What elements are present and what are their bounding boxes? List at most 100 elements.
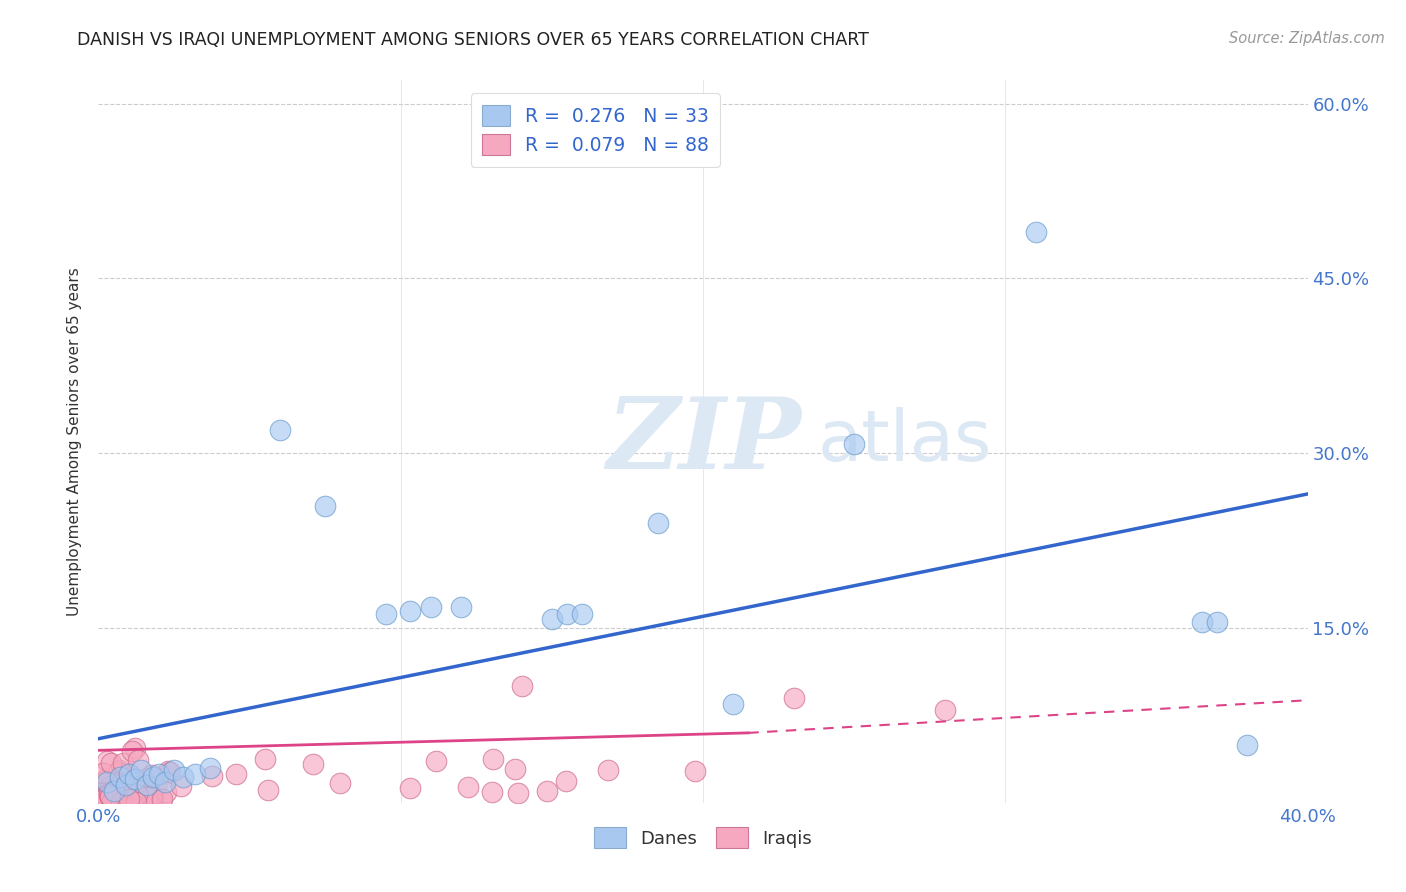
Point bbox=[114, 778, 136, 792]
Point bbox=[135, 778, 157, 792]
Point bbox=[101, 785, 124, 799]
Point bbox=[98, 787, 121, 801]
Point bbox=[141, 794, 163, 808]
Point bbox=[314, 499, 336, 513]
Point bbox=[329, 776, 352, 790]
Text: DANISH VS IRAQI UNEMPLOYMENT AMONG SENIORS OVER 65 YEARS CORRELATION CHART: DANISH VS IRAQI UNEMPLOYMENT AMONG SENIO… bbox=[77, 31, 869, 49]
Point bbox=[114, 779, 136, 793]
Point bbox=[125, 775, 148, 789]
Point bbox=[506, 786, 529, 800]
Text: Source: ZipAtlas.com: Source: ZipAtlas.com bbox=[1229, 31, 1385, 46]
Point bbox=[150, 792, 173, 806]
Point bbox=[110, 785, 132, 799]
Point bbox=[302, 756, 325, 771]
Point bbox=[96, 789, 118, 803]
Point bbox=[108, 776, 131, 790]
Point bbox=[120, 794, 142, 808]
Point bbox=[93, 775, 115, 789]
Point bbox=[104, 792, 127, 806]
Point bbox=[101, 794, 124, 808]
Point bbox=[934, 702, 956, 716]
Point bbox=[131, 789, 153, 803]
Point bbox=[124, 740, 146, 755]
Point bbox=[114, 796, 136, 810]
Point bbox=[1206, 615, 1229, 630]
Point bbox=[225, 767, 247, 781]
Point bbox=[457, 780, 479, 794]
Point bbox=[96, 754, 118, 768]
Legend: Danes, Iraqis: Danes, Iraqis bbox=[586, 820, 820, 855]
Point bbox=[125, 787, 148, 801]
Point bbox=[103, 784, 125, 798]
Point bbox=[117, 780, 139, 795]
Point bbox=[374, 607, 396, 621]
Point bbox=[555, 607, 578, 621]
Point bbox=[254, 752, 277, 766]
Point bbox=[398, 603, 420, 617]
Point bbox=[1024, 225, 1046, 239]
Point bbox=[783, 690, 806, 705]
Point bbox=[150, 795, 173, 809]
Point bbox=[107, 764, 129, 779]
Point bbox=[647, 516, 669, 530]
Point bbox=[111, 786, 134, 800]
Point bbox=[159, 765, 181, 780]
Point bbox=[135, 789, 157, 804]
Point bbox=[118, 766, 141, 780]
Point bbox=[98, 790, 121, 805]
Point bbox=[108, 763, 131, 777]
Text: ZIP: ZIP bbox=[606, 393, 801, 490]
Point bbox=[115, 767, 138, 781]
Point bbox=[536, 784, 558, 798]
Point bbox=[127, 753, 149, 767]
Point bbox=[571, 607, 593, 621]
Point bbox=[481, 752, 503, 766]
Point bbox=[683, 764, 706, 778]
Point bbox=[98, 779, 121, 793]
Point bbox=[90, 791, 112, 805]
Point bbox=[481, 785, 503, 799]
Point bbox=[104, 794, 127, 808]
Point bbox=[110, 795, 132, 809]
Point bbox=[142, 792, 165, 806]
Point bbox=[104, 782, 127, 797]
Point bbox=[256, 782, 278, 797]
Point bbox=[1236, 738, 1258, 752]
Point bbox=[172, 770, 194, 784]
Point bbox=[156, 764, 179, 778]
Point bbox=[503, 762, 526, 776]
Point bbox=[145, 779, 167, 793]
Point bbox=[1191, 615, 1213, 630]
Point bbox=[420, 600, 443, 615]
Point bbox=[425, 754, 447, 768]
Point bbox=[155, 785, 177, 799]
Point bbox=[96, 774, 118, 789]
Point bbox=[598, 763, 620, 777]
Point bbox=[94, 788, 117, 802]
Y-axis label: Unemployment Among Seniors over 65 years: Unemployment Among Seniors over 65 years bbox=[67, 268, 83, 615]
Point bbox=[555, 774, 578, 789]
Point bbox=[111, 756, 134, 770]
Text: atlas: atlas bbox=[818, 407, 993, 476]
Point bbox=[184, 766, 207, 780]
Point bbox=[94, 790, 117, 805]
Point bbox=[169, 780, 191, 794]
Point bbox=[129, 779, 152, 793]
Point bbox=[510, 679, 533, 693]
Point bbox=[540, 612, 562, 626]
Point bbox=[153, 774, 176, 789]
Point bbox=[139, 789, 162, 803]
Point bbox=[96, 771, 118, 785]
Point bbox=[201, 769, 224, 783]
Point bbox=[93, 790, 115, 805]
Point bbox=[163, 763, 186, 777]
Point bbox=[141, 789, 163, 803]
Point bbox=[723, 697, 745, 711]
Point bbox=[450, 600, 472, 615]
Point bbox=[107, 774, 129, 789]
Point bbox=[398, 780, 420, 795]
Point bbox=[98, 789, 121, 804]
Point bbox=[141, 768, 163, 782]
Point bbox=[100, 756, 122, 771]
Point bbox=[148, 766, 170, 780]
